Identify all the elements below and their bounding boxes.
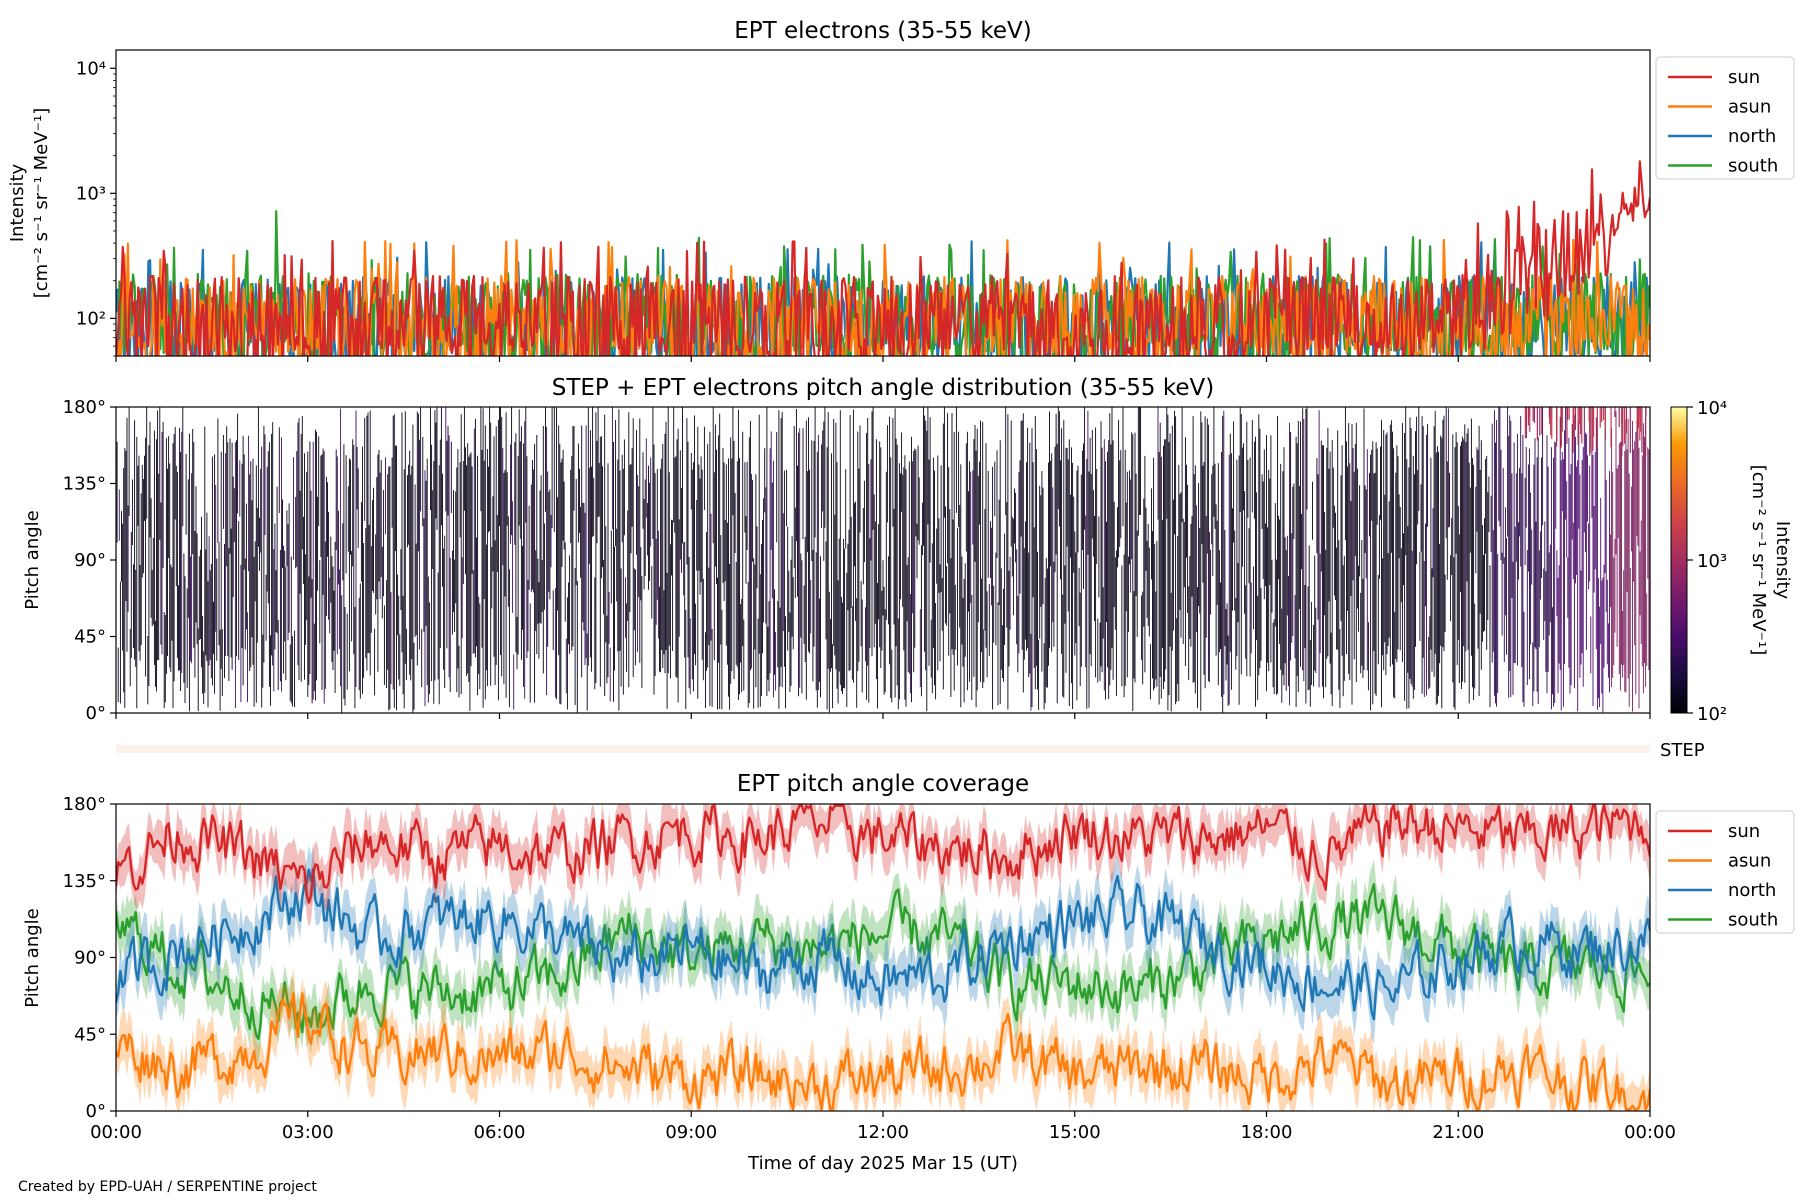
x-axis-label: Time of day 2025 Mar 15 (UT) [747,1153,1018,1174]
x-tick-label: 06:00 [474,1122,526,1143]
colorbar-tick-label: 10⁴ [1697,398,1727,419]
y-tick-label: 45° [74,1024,106,1045]
x-tick-label: 18:00 [1241,1122,1293,1143]
intensity-series-asun [116,238,1650,356]
step-label: STEP [1660,740,1705,761]
intensity-plot-area [116,160,1650,356]
legend-label-south: south [1728,156,1778,177]
legend-frame [1655,810,1795,934]
coverage-y-axis: 0° 45° 90° 135° 180° [63,794,116,1122]
intensity-x-ticks [115,356,1651,362]
colorbar-gradient [1670,406,1688,714]
colorbar-label: Intensity [1772,521,1793,600]
y-tick-label: 180° [63,397,106,418]
colorbar: 10² 10³ 10⁴ Intensity [cm⁻² s⁻¹ sr⁻¹ MeV⁻¹… [1670,398,1793,725]
x-tick-label: 12:00 [857,1122,909,1143]
coverage-band-south [116,859,1650,1064]
x-tick-label: 15:00 [1049,1122,1101,1143]
y-tick-label: 135° [63,474,106,495]
pad-x-ticks [115,713,1651,719]
coverage-panel: EPT pitch angle coverage 0° 45° 90° 135° 180… [22,771,1795,1174]
coverage-band-north [116,843,1650,1045]
step-coverage-bar [116,745,1650,753]
x-tick-label: 21:00 [1432,1122,1484,1143]
coverage-line-south [116,883,1650,1040]
pad-panel-title: STEP + EPT electrons pitch angle distrib… [552,375,1214,401]
colorbar-ticks: 10² 10³ 10⁴ [1687,398,1727,725]
coverage-legend: sun asun north south [1655,810,1795,934]
colorbar-tick-label: 10³ [1697,551,1727,572]
x-tick-label: 00:00 [1624,1122,1676,1143]
pad-panel: STEP + EPT electrons pitch angle distrib… [22,375,1793,725]
x-tick-label: 00:00 [90,1122,142,1143]
colorbar-tick-label: 10² [1697,704,1727,725]
y-tick-label: 10² [76,308,106,329]
credit-text: Created by EPD-UAH / SERPENTINE project [18,1179,317,1195]
intensity-panel: EPT electrons (35-55 keV) 10² 10³ 10⁴ Inte… [7,18,1795,362]
intensity-series-sun [116,160,1650,356]
y-tick-label: 90° [74,948,106,969]
y-tick-label: 0° [86,703,106,724]
colorbar-unit: [cm⁻² s⁻¹ sr⁻¹ MeV⁻¹] [1748,465,1769,656]
legend-label-sun: sun [1728,821,1760,842]
legend-label-sun: sun [1728,67,1760,88]
legend-frame [1655,56,1795,180]
pad-y-label: Pitch angle [22,510,43,609]
y-tick-label: 45° [74,627,106,648]
legend-label-north: north [1728,126,1776,147]
coverage-x-axis: 00:00 03:00 06:00 09:00 12:00 15:00 18:00 21:00… [90,1111,1676,1143]
coverage-plot-area [116,804,1650,1111]
intensity-legend: sun asun north south [1655,56,1795,180]
intensity-panel-title: EPT electrons (35-55 keV) [734,18,1031,44]
y-tick-label: 90° [74,550,106,571]
x-tick-label: 09:00 [665,1122,717,1143]
pad-y-axis: 0° 45° 90° 135° 180° [63,397,116,724]
intensity-y-axis: 10² 10³ 10⁴ [76,58,116,357]
coverage-line-north [116,867,1650,1021]
intensity-y-unit: [cm⁻² s⁻¹ sr⁻¹ MeV⁻¹] [31,108,52,299]
step-strip: STEP [116,740,1705,761]
y-tick-label: 10³ [76,183,106,204]
pad-heatmap [116,407,1650,713]
coverage-line-asun [116,991,1650,1111]
x-tick-label: 03:00 [282,1122,334,1143]
coverage-panel-title: EPT pitch angle coverage [737,771,1029,797]
y-tick-label: 0° [86,1101,106,1122]
y-tick-label: 135° [63,871,106,892]
y-tick-label: 10⁴ [76,58,106,79]
y-tick-label: 180° [63,794,106,815]
coverage-y-label: Pitch angle [22,908,43,1007]
legend-label-asun: asun [1728,851,1771,872]
legend-label-asun: asun [1728,97,1771,118]
legend-label-south: south [1728,910,1778,931]
legend-label-north: north [1728,880,1776,901]
coverage-line-sun [116,804,1650,904]
coverage-band-asun [116,967,1650,1111]
intensity-y-label: Intensity [7,163,28,242]
